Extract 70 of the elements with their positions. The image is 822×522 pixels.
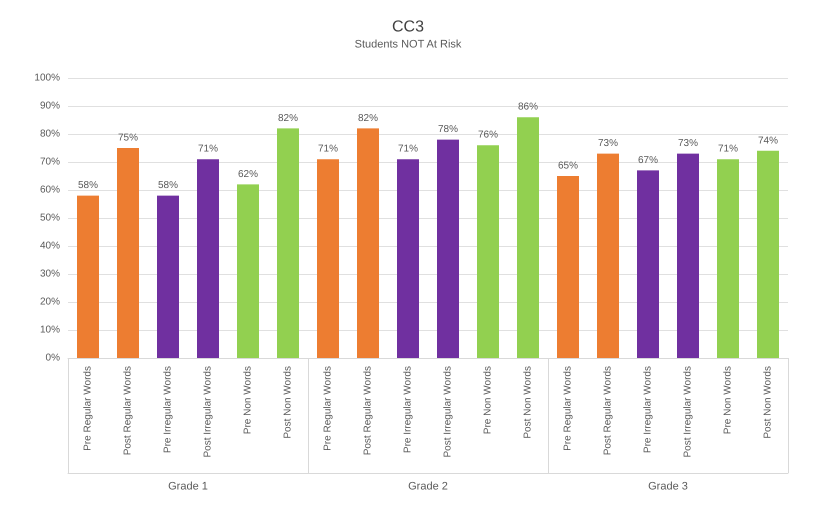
x-tick-label: Post Non Words	[522, 366, 534, 439]
bar	[237, 184, 259, 358]
x-tick-label: Pre Non Words	[482, 366, 494, 434]
data-label: 76%	[478, 130, 498, 141]
bar	[117, 148, 139, 358]
data-label: 62%	[238, 168, 258, 180]
data-label: 78%	[438, 124, 458, 136]
text: Grade 3	[648, 480, 688, 492]
x-tick-label: Post Non Words	[762, 366, 774, 439]
bar	[637, 170, 659, 358]
y-tick-label: 30%	[40, 268, 60, 280]
data-label: 67%	[638, 154, 658, 166]
data-label: 71%	[198, 144, 218, 155]
x-tick-label: Post Non Words	[282, 366, 294, 439]
data-label: 71%	[718, 144, 738, 155]
x-tick-label: Pre Irregular Words	[162, 366, 174, 454]
x-tick-label: Pre Irregular Words	[402, 366, 414, 454]
bar	[677, 154, 699, 358]
y-tick-label: 20%	[40, 296, 60, 308]
y-tick-label: 100%	[34, 72, 60, 84]
chart-title: CC3	[392, 18, 424, 36]
data-label: 71%	[318, 144, 338, 155]
data-label: 86%	[518, 102, 538, 113]
bar	[77, 196, 99, 358]
data-label: 82%	[278, 112, 298, 124]
x-tick-label: Pre Non Words	[722, 366, 734, 434]
data-label: 58%	[78, 180, 98, 192]
bar	[357, 128, 379, 358]
text: Grade 1	[168, 480, 208, 492]
y-tick-label: 40%	[40, 240, 60, 252]
x-tick-label: Pre Regular Words	[562, 366, 574, 451]
x-tick-label: Pre Irregular Words	[642, 366, 654, 454]
y-tick-label: 60%	[40, 184, 60, 196]
data-label: 73%	[678, 138, 698, 150]
y-tick-label: 70%	[40, 156, 60, 168]
bar	[597, 154, 619, 358]
data-label: 58%	[158, 180, 178, 192]
data-label: 82%	[358, 112, 378, 124]
data-label: 75%	[118, 132, 138, 144]
bar	[517, 117, 539, 358]
data-label: 71%	[398, 144, 418, 155]
x-tick-label: Pre Non Words	[242, 366, 254, 434]
bar	[397, 159, 419, 358]
data-label: 74%	[758, 135, 778, 146]
x-tick-label: Pre Regular Words	[322, 366, 334, 451]
bar	[197, 159, 219, 358]
bar	[317, 159, 339, 358]
bar	[557, 176, 579, 358]
data-label: 65%	[558, 160, 578, 172]
y-tick-label: 10%	[40, 324, 60, 336]
y-tick-label: 80%	[40, 128, 60, 140]
bar	[277, 128, 299, 358]
bar	[717, 159, 739, 358]
x-tick-label: Post Irregular Words	[682, 366, 694, 458]
x-tick-label: Post Regular Words	[122, 366, 134, 456]
y-tick-label: 0%	[46, 352, 60, 364]
y-tick-label: 50%	[40, 212, 60, 224]
x-tick-label: Post Regular Words	[602, 366, 614, 456]
bar	[437, 140, 459, 358]
data-label: 73%	[598, 138, 618, 150]
bar	[477, 145, 499, 358]
bar	[757, 150, 779, 358]
chart-subtitle: Students NOT At Risk	[354, 38, 462, 50]
x-tick-label: Post Regular Words	[362, 366, 374, 456]
text: Grade 2	[408, 480, 448, 492]
y-tick-label: 90%	[40, 100, 60, 112]
x-tick-label: Post Irregular Words	[202, 366, 214, 458]
x-tick-label: Post Irregular Words	[442, 366, 454, 458]
bar	[157, 196, 179, 358]
x-tick-label: Pre Regular Words	[82, 366, 94, 451]
